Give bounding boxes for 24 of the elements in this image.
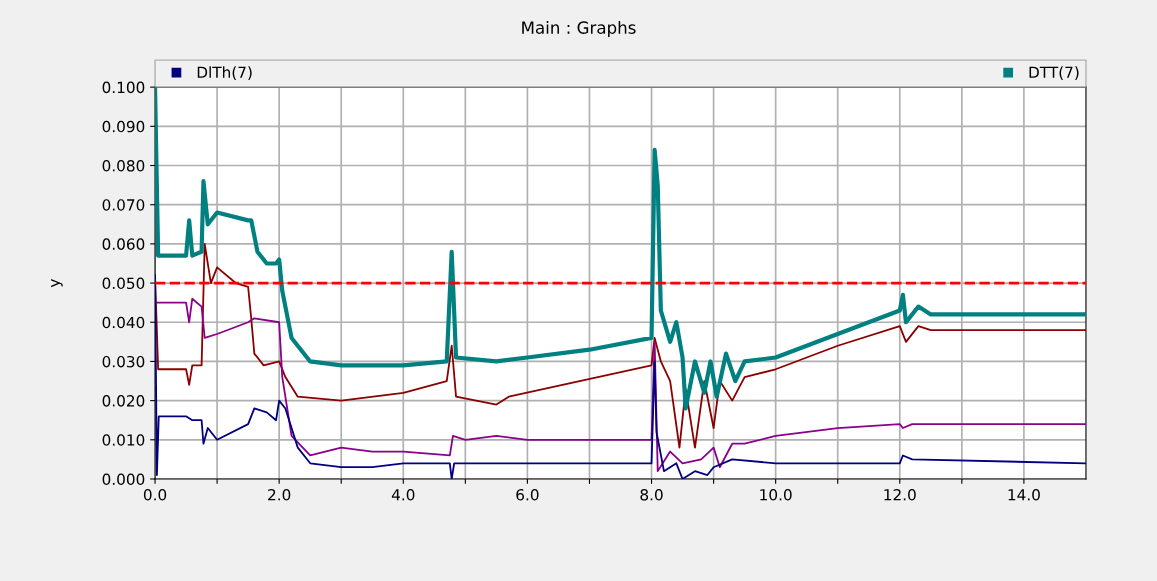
- x-tick-label: 4.0: [391, 488, 415, 501]
- x-tick-label: 6.0: [516, 488, 539, 501]
- y-tick-label: 0.040: [102, 316, 145, 329]
- y-axis-title: y: [51, 279, 63, 288]
- y-tick-label: 0.010: [102, 434, 145, 446]
- x-tick-label: 14.0: [1008, 488, 1040, 501]
- y-tick-label: 0.080: [102, 159, 145, 172]
- y-tick-label: 0.030: [102, 355, 145, 368]
- x-tick-label: 10.0: [760, 488, 792, 501]
- y-tick-label: 0.100: [102, 81, 145, 94]
- y-tick-label: 0.090: [102, 120, 145, 133]
- line-series: [155, 242, 1086, 449]
- y-tick-label: 0.060: [102, 238, 145, 250]
- legend-label: DTT(7): [1029, 66, 1079, 80]
- x-tick-label: 8.0: [640, 488, 663, 501]
- y-tick-label: 0.020: [102, 395, 145, 407]
- chart-title: Main : Graphs: [522, 20, 636, 38]
- y-tick-label: 0.000: [102, 473, 145, 485]
- x-tick-label: 12.0: [884, 488, 916, 501]
- y-tick-label: 0.050: [102, 277, 145, 290]
- x-tick-label: 2.0: [268, 488, 291, 501]
- legend-label: DlTh(7): [197, 66, 252, 80]
- y-tick-label: 0.070: [102, 199, 145, 211]
- x-tick-label: 0.0: [143, 488, 167, 501]
